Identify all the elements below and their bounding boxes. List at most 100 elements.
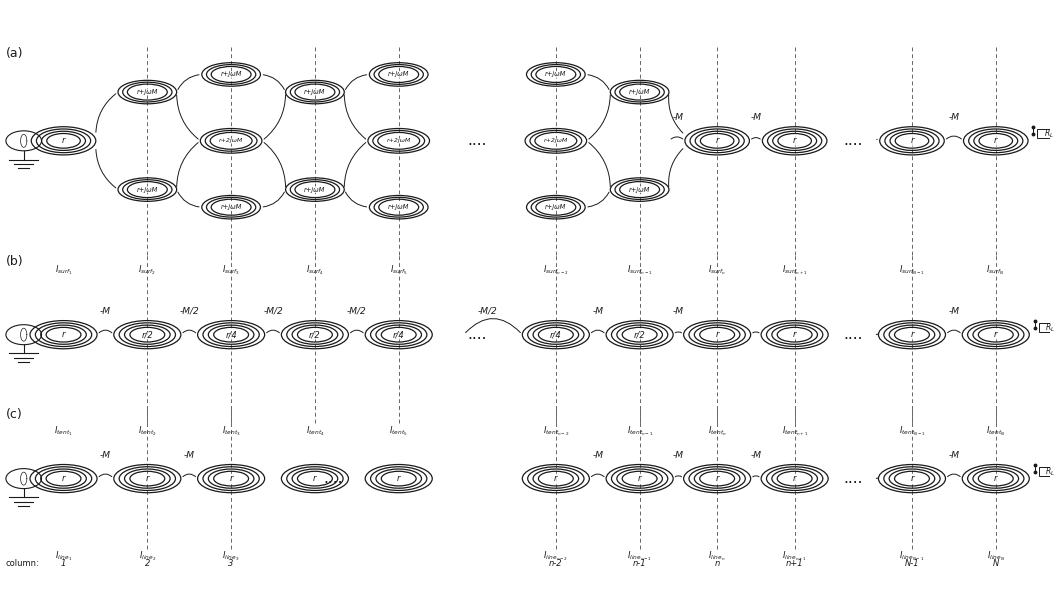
Text: -M/2: -M/2 — [263, 307, 282, 316]
Text: $I_{surf_{n-1}}$: $I_{surf_{n-1}}$ — [626, 263, 653, 276]
Text: $I_{tent_{n+1}}$: $I_{tent_{n+1}}$ — [782, 425, 807, 438]
Text: n: n — [714, 559, 719, 568]
Text: -M: -M — [184, 451, 195, 460]
Text: r: r — [910, 330, 914, 339]
Text: $I_{surf_5}$: $I_{surf_5}$ — [389, 263, 407, 276]
Text: ....: .... — [843, 471, 863, 486]
Text: $I_{line_3}$: $I_{line_3}$ — [222, 549, 240, 563]
Text: -M/2: -M/2 — [478, 307, 497, 316]
Text: $I_{surf_3}$: $I_{surf_3}$ — [222, 263, 240, 276]
Text: r: r — [910, 136, 914, 145]
Text: r+jωM: r+jωM — [220, 204, 242, 210]
Text: $I_{surf_{n+1}}$: $I_{surf_{n+1}}$ — [782, 263, 807, 276]
Text: $I_{tent_{n-2}}$: $I_{tent_{n-2}}$ — [543, 425, 569, 438]
Bar — [1039, 323, 1058, 332]
Bar — [1039, 467, 1058, 476]
Text: r+jωM: r+jωM — [305, 89, 326, 95]
Text: r: r — [397, 474, 401, 483]
Text: r: r — [792, 474, 797, 483]
Text: $I_{surf_2}$: $I_{surf_2}$ — [139, 263, 157, 276]
Text: $I_{tent_4}$: $I_{tent_4}$ — [306, 425, 325, 438]
Text: -M: -M — [592, 451, 603, 460]
Text: $I_{tent_5}$: $I_{tent_5}$ — [389, 425, 408, 438]
Text: -M: -M — [948, 113, 960, 122]
Text: $I_{line_{n-1}}$: $I_{line_{n-1}}$ — [627, 549, 652, 563]
Text: -M: -M — [592, 307, 603, 316]
Text: $R_L$: $R_L$ — [1045, 321, 1055, 334]
Text: r/2: r/2 — [634, 330, 645, 339]
Text: r: r — [313, 474, 316, 483]
Text: $I_{tent_n}$: $I_{tent_n}$ — [708, 425, 727, 438]
Text: r: r — [61, 474, 66, 483]
Text: $I_{tent_2}$: $I_{tent_2}$ — [138, 425, 157, 438]
Text: r: r — [792, 136, 797, 145]
Text: r/2: r/2 — [309, 330, 321, 339]
Text: r/2: r/2 — [142, 330, 153, 339]
Text: $I_{line_{n+1}}$: $I_{line_{n+1}}$ — [782, 549, 807, 563]
Text: r+jωM: r+jωM — [628, 187, 651, 193]
Text: $I_{line_1}$: $I_{line_1}$ — [55, 549, 72, 563]
Text: r: r — [146, 474, 149, 483]
Text: r+jωM: r+jωM — [545, 204, 566, 210]
Text: $R_L$: $R_L$ — [1045, 466, 1055, 478]
Text: r+jωM: r+jωM — [136, 187, 158, 193]
Text: n-2: n-2 — [549, 559, 563, 568]
Text: r: r — [61, 330, 66, 339]
Text: r: r — [995, 330, 998, 339]
Text: $I_{tent_{n-1}}$: $I_{tent_{n-1}}$ — [626, 425, 653, 438]
Text: 2: 2 — [145, 559, 150, 568]
Text: -M/2: -M/2 — [347, 307, 367, 316]
Text: n+1: n+1 — [786, 559, 803, 568]
Text: r+2jωM: r+2jωM — [386, 138, 411, 144]
Text: 3: 3 — [229, 559, 234, 568]
Text: $I_{surf_4}$: $I_{surf_4}$ — [306, 263, 324, 276]
Text: (c): (c) — [6, 408, 22, 421]
Text: $I_{line_n}$: $I_{line_n}$ — [709, 549, 726, 563]
Text: r: r — [230, 474, 233, 483]
Text: $I_{surf_{N-1}}$: $I_{surf_{N-1}}$ — [899, 263, 925, 276]
Text: r: r — [554, 474, 558, 483]
Text: (b): (b) — [6, 256, 23, 269]
Text: ....: .... — [323, 471, 343, 486]
Text: r/4: r/4 — [225, 330, 237, 339]
Text: -M: -M — [948, 451, 960, 460]
Text: ....: .... — [843, 327, 863, 342]
Text: -M: -M — [750, 451, 762, 460]
Text: r: r — [638, 474, 641, 483]
Text: -M: -M — [673, 451, 683, 460]
Text: (a): (a) — [6, 47, 23, 60]
Text: n-1: n-1 — [633, 559, 646, 568]
Text: -M: -M — [948, 307, 960, 316]
Text: ....: .... — [468, 133, 487, 148]
Text: -M: -M — [673, 307, 683, 316]
Text: r: r — [715, 474, 718, 483]
Bar — [1038, 129, 1058, 139]
Text: r+jωM: r+jωM — [388, 204, 409, 210]
Text: 1: 1 — [61, 559, 67, 568]
Text: -M: -M — [750, 113, 762, 122]
Text: $I_{tent_{N-1}}$: $I_{tent_{N-1}}$ — [898, 425, 926, 438]
Text: $I_{tent_1}$: $I_{tent_1}$ — [54, 425, 73, 438]
Text: r+jωM: r+jωM — [220, 71, 242, 78]
Text: r: r — [61, 136, 66, 145]
Text: $I_{line_2}$: $I_{line_2}$ — [139, 549, 156, 563]
Text: r: r — [910, 474, 914, 483]
Text: $R_L$: $R_L$ — [1044, 127, 1054, 140]
Text: r: r — [715, 330, 718, 339]
Text: -M: -M — [99, 451, 111, 460]
Text: $I_{surf_n}$: $I_{surf_n}$ — [708, 263, 726, 276]
Text: $I_{line_N}$: $I_{line_N}$ — [987, 549, 1005, 563]
Text: r+jωM: r+jωM — [388, 71, 409, 78]
Text: r: r — [715, 136, 718, 145]
Text: -M: -M — [673, 113, 683, 122]
Text: -M/2: -M/2 — [180, 307, 199, 316]
Text: r+2jωM: r+2jωM — [219, 138, 243, 144]
Text: r: r — [995, 136, 998, 145]
Text: $I_{line_{n-2}}$: $I_{line_{n-2}}$ — [544, 549, 568, 563]
Text: r/4: r/4 — [393, 330, 404, 339]
Text: r+jωM: r+jωM — [628, 89, 651, 95]
Text: r+2jωM: r+2jωM — [544, 138, 568, 144]
Text: $I_{surf_N}$: $I_{surf_N}$ — [986, 263, 1005, 276]
Text: r+jωM: r+jωM — [305, 187, 326, 193]
Text: N-1: N-1 — [905, 559, 919, 568]
